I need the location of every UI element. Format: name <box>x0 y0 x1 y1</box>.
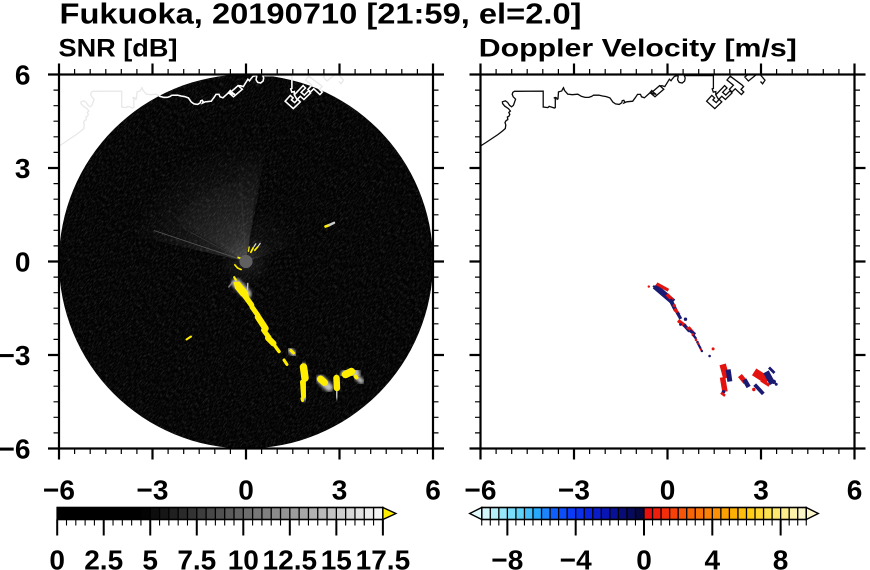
svg-text:SNR [dB]: SNR [dB] <box>59 35 178 63</box>
svg-text:12.5: 12.5 <box>263 544 318 570</box>
svg-text:6: 6 <box>15 59 31 90</box>
svg-text:−8: −8 <box>491 544 523 570</box>
svg-text:−6: −6 <box>0 433 31 464</box>
svg-text:15: 15 <box>321 544 352 570</box>
svg-text:−3: −3 <box>558 474 590 505</box>
svg-text:−6: −6 <box>43 474 75 505</box>
svg-text:−3: −3 <box>137 474 169 505</box>
svg-text:6: 6 <box>425 474 441 505</box>
svg-text:0: 0 <box>636 544 652 570</box>
svg-text:0: 0 <box>15 246 31 277</box>
svg-text:Fukuoka, 20190710 [21:59, el=2: Fukuoka, 20190710 [21:59, el=2.0] <box>60 0 582 30</box>
svg-text:4: 4 <box>705 544 721 570</box>
svg-text:3: 3 <box>753 474 769 505</box>
svg-text:0: 0 <box>49 544 65 570</box>
svg-text:2.5: 2.5 <box>84 544 123 570</box>
svg-text:3: 3 <box>15 153 31 184</box>
svg-text:Doppler Velocity [m/s]: Doppler Velocity [m/s] <box>479 35 797 63</box>
svg-text:−4: −4 <box>560 544 592 570</box>
svg-text:3: 3 <box>332 474 348 505</box>
svg-text:5: 5 <box>142 544 158 570</box>
svg-text:17.5: 17.5 <box>356 544 411 570</box>
svg-text:−6: −6 <box>465 474 497 505</box>
svg-text:0: 0 <box>238 474 254 505</box>
svg-text:10: 10 <box>228 544 259 570</box>
svg-text:8: 8 <box>773 544 789 570</box>
svg-text:0: 0 <box>660 474 676 505</box>
svg-text:7.5: 7.5 <box>177 544 216 570</box>
svg-text:−3: −3 <box>0 340 31 371</box>
svg-text:6: 6 <box>847 474 863 505</box>
